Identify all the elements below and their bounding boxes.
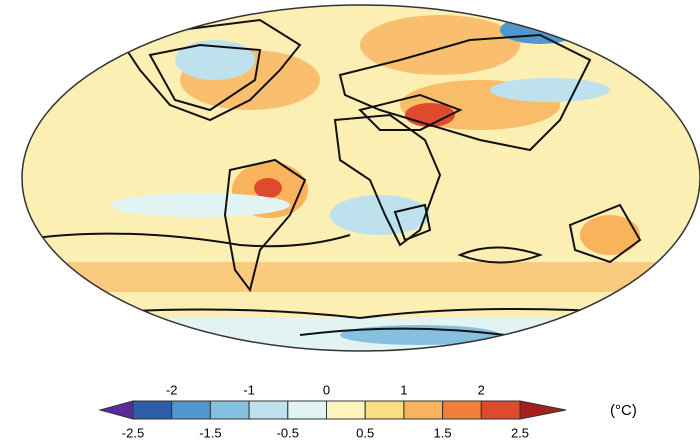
colorbar-label: 0 (323, 382, 330, 397)
colorbar-label: 1 (400, 382, 407, 397)
globe (22, 5, 700, 351)
colorbar-segment (132, 400, 173, 420)
colorbar-segment (171, 400, 211, 420)
colorbar-segment (442, 400, 482, 420)
colorbar-segment (248, 400, 289, 420)
colorbar-segment (209, 400, 250, 420)
colorbar-segment (326, 400, 366, 420)
colorbar-segment (403, 400, 444, 420)
colorbar-segment (480, 400, 521, 420)
colorbar-label: -0.5 (277, 425, 299, 440)
colorbar-arrow (98, 400, 134, 420)
colorbar-label: 2.5 (511, 425, 529, 440)
colorbar-segment (364, 400, 405, 420)
colorbar-label: 1.5 (434, 425, 452, 440)
globe-border (21, 4, 700, 352)
colorbar-segment (287, 400, 327, 420)
colorbar-label: -2.5 (122, 425, 144, 440)
colorbar: -2.5 -1.5 -0.5 0.5 1.5 2.5 -2 -1 0 1 2 (°C) (98, 382, 637, 440)
colorbar-arrow (519, 400, 567, 420)
colorbar-label: -1 (243, 382, 255, 397)
colorbar-label: 2 (478, 382, 485, 397)
colorbar-label: 0.5 (356, 425, 374, 440)
colorbar-label: -2 (166, 382, 178, 397)
colorbar-unit: (°C) (610, 402, 637, 419)
colorbar-label: -1.5 (199, 425, 221, 440)
